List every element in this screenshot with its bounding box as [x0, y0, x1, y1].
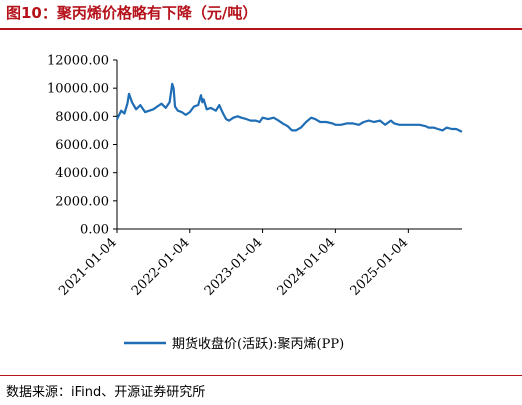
chart-title: 图10：聚丙烯价格略有下降（元/吨）	[6, 4, 258, 22]
legend-label: 期货收盘价(活跃):聚丙烯(PP)	[172, 336, 344, 352]
x-tick-label: 2022-01-04	[129, 235, 193, 299]
y-axis-ticks: 0.00 2000.00 4000.00 6000.00 8000.00 10000.00…	[47, 54, 117, 238]
y-tick-label: 8000.00	[55, 110, 109, 125]
x-axis-ticks: 2021-01-04 2022-01-04 2023-01-04 2024-01-04…	[56, 229, 411, 299]
title-divider	[0, 28, 522, 30]
y-tick-label: 4000.00	[55, 166, 109, 181]
y-tick-label: 2000.00	[55, 194, 109, 209]
series-line	[116, 82, 463, 133]
y-tick-label: 12000.00	[47, 54, 109, 69]
y-tick-label: 0.00	[80, 223, 109, 238]
x-tick-label: 2024-01-04	[275, 235, 339, 299]
source-note: 数据来源：iFind、开源证券研究所	[6, 385, 206, 400]
y-tick-label: 6000.00	[55, 138, 109, 153]
legend: 期货收盘价(活跃):聚丙烯(PP)	[124, 336, 344, 352]
axes	[116, 60, 462, 230]
footer-divider	[0, 375, 522, 376]
chart: 0.00 2000.00 4000.00 6000.00 8000.00 10000.00…	[47, 54, 463, 352]
x-tick-label: 2025-01-04	[348, 235, 412, 299]
x-tick-label: 2023-01-04	[202, 235, 266, 299]
y-tick-label: 10000.00	[47, 82, 109, 97]
series-group	[116, 82, 463, 133]
x-tick-label: 2021-01-04	[56, 235, 120, 299]
